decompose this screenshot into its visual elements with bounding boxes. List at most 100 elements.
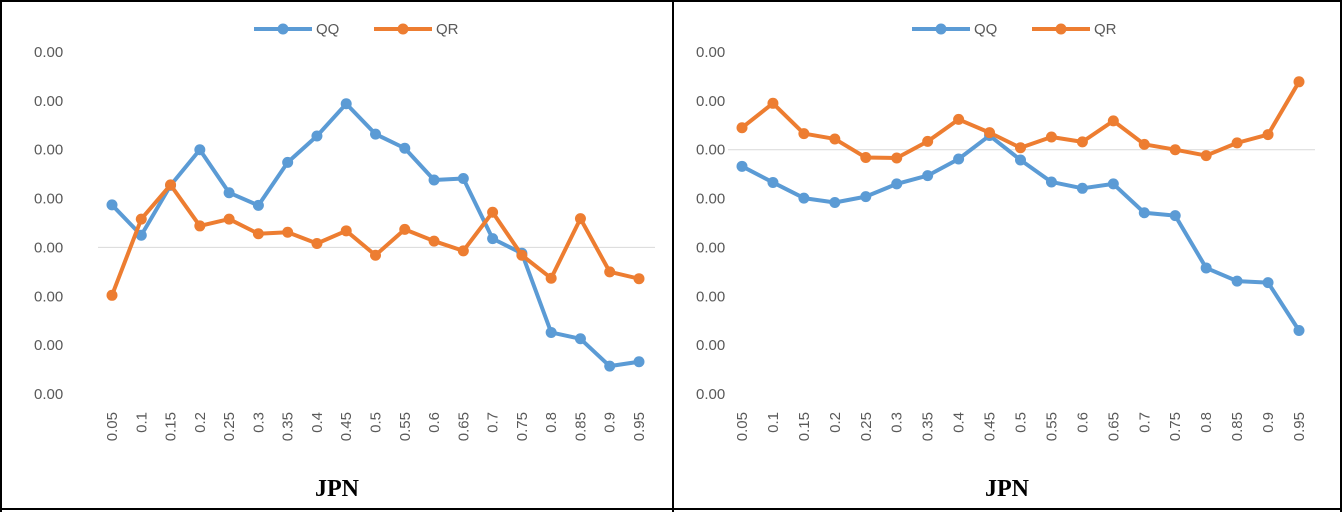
data-point-qr — [311, 238, 323, 250]
y-tick-label: 0.00 — [696, 239, 725, 256]
data-point-qq — [1107, 178, 1119, 190]
data-point-qq — [1015, 154, 1026, 166]
y-tick-label: 0.00 — [34, 239, 63, 256]
data-point-qq — [223, 187, 235, 199]
data-point-qr — [860, 152, 872, 164]
data-point-qr — [487, 206, 499, 218]
x-tick-label: 0.4 — [309, 412, 326, 433]
x-tick-label: 0.85 — [572, 412, 589, 441]
x-tick-label: 0.3 — [889, 412, 906, 433]
data-point-qq — [891, 178, 903, 190]
data-point-qr — [340, 225, 352, 237]
data-point-qr — [252, 228, 264, 240]
y-tick-label: 0.00 — [34, 288, 63, 305]
x-tick-label: 0.1 — [765, 412, 782, 433]
y-tick-label: 0.00 — [34, 44, 63, 61]
data-point-qq — [604, 360, 616, 372]
chart-panel-left: 0.00 0.00 0.00 0.00 0.00 0.00 0.00 0.00 0.05 0.1 0… — [0, 0, 672, 512]
x-tick-label: 0.65 — [455, 412, 472, 441]
data-point-qq — [574, 333, 586, 345]
series-line-qq — [110, 101, 640, 369]
data-point-qr — [1076, 136, 1088, 148]
data-point-qr — [922, 135, 934, 147]
y-tick-label: 0.00 — [696, 288, 725, 305]
data-point-qq — [282, 156, 294, 168]
x-tick-label: 0.15 — [163, 412, 180, 441]
data-point-qr — [1262, 129, 1274, 141]
data-point-qr — [1200, 150, 1212, 162]
data-point-qr — [633, 273, 645, 285]
series-line-qr — [110, 182, 640, 297]
x-tick-label: 0.35 — [920, 412, 937, 441]
chart-caption-left: JPN — [315, 476, 359, 502]
data-point-qr — [165, 179, 177, 191]
data-point-qr — [736, 122, 748, 134]
data-point-qr — [1107, 115, 1119, 127]
x-tick-label: 0.9 — [1260, 412, 1277, 433]
data-point-qr — [1231, 137, 1243, 149]
data-point-qq — [135, 229, 147, 241]
legend-label-qr: QR — [1094, 21, 1117, 38]
data-point-qq — [487, 233, 499, 245]
data-point-qq — [194, 144, 206, 156]
data-point-qq — [311, 130, 323, 142]
data-point-qq — [106, 199, 118, 211]
x-tick-label: 0.95 — [1291, 412, 1308, 441]
y-tick-label: 0.00 — [696, 386, 725, 403]
data-point-qr — [282, 226, 294, 238]
y-tick-label: 0.00 — [34, 337, 63, 354]
x-tick-label: 0.6 — [426, 412, 443, 433]
data-point-qr — [223, 213, 235, 225]
x-tick-label: 0.25 — [858, 412, 875, 441]
x-tick-label: 0.7 — [1136, 412, 1153, 433]
x-tick-label: 0.55 — [1043, 412, 1060, 441]
x-tick-label: 0.25 — [221, 412, 238, 441]
legend-marker-qr — [1055, 23, 1067, 35]
x-tick-label: 0.15 — [796, 412, 813, 441]
legend-marker-qq — [935, 23, 947, 35]
data-point-qq — [633, 356, 645, 368]
legend-label-qq: QQ — [316, 21, 339, 38]
x-tick-label: 0.2 — [827, 412, 844, 433]
data-point-qr — [829, 133, 841, 145]
x-tick-label: 0.55 — [397, 412, 414, 441]
data-point-qq — [829, 196, 841, 208]
y-tick-label: 0.00 — [34, 191, 63, 208]
data-point-qr — [1015, 142, 1026, 154]
x-tick-label: 0.45 — [338, 412, 355, 441]
data-point-qq — [922, 170, 934, 182]
data-point-qr — [1045, 131, 1057, 143]
data-point-qq — [798, 192, 810, 204]
x-tick-label: 0.05 — [734, 412, 751, 441]
x-tick-label: 0.85 — [1229, 412, 1246, 441]
line-chart-left: 0.00 0.00 0.00 0.00 0.00 0.00 0.00 0.00 0.05 0.1 0… — [34, 21, 655, 441]
x-tick-label: 0.7 — [485, 412, 502, 433]
data-point-qq — [1076, 182, 1088, 194]
data-point-qr — [604, 266, 616, 278]
data-point-qq — [340, 98, 352, 110]
x-tick-label: 0.65 — [1105, 412, 1122, 441]
x-tick-label: 0.2 — [192, 412, 209, 433]
chart-panel-right: 0.00 0.00 0.00 0.00 0.00 0.00 0.00 0.00 0.05 0.1 0… — [672, 0, 1342, 512]
legend-marker-qr — [397, 23, 409, 35]
data-point-qq — [1045, 176, 1057, 188]
x-tick-label: 0.4 — [951, 412, 968, 433]
x-tick-label: 0.9 — [602, 412, 619, 433]
y-tick-label: 0.00 — [34, 386, 63, 403]
data-point-qr — [574, 213, 586, 225]
data-point-qq — [1200, 262, 1212, 274]
data-point-qr — [1293, 76, 1305, 88]
data-point-qr — [1138, 138, 1150, 150]
table-rule — [2, 508, 672, 510]
data-point-qr — [399, 223, 411, 235]
x-tick-label: 0.8 — [543, 412, 560, 433]
data-point-qr — [370, 249, 381, 261]
chart-caption-right: JPN — [985, 476, 1029, 502]
x-tick-label: 0.05 — [104, 412, 121, 441]
data-point-qr — [135, 213, 147, 225]
x-tick-label: 0.5 — [1013, 412, 1030, 433]
legend-label-qq: QQ — [974, 21, 997, 38]
data-point-qq — [953, 153, 965, 165]
y-tick-label: 0.00 — [696, 142, 725, 159]
